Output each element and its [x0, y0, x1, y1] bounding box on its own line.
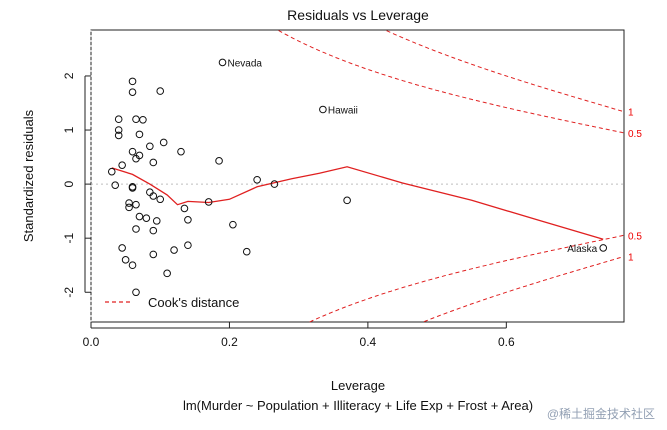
model-subtitle: lm(Murder ~ Population + Illiteracy + Li… [183, 398, 533, 413]
x-axis: 0.0 0.2 0.4 0.6 [83, 322, 515, 349]
data-point [229, 220, 237, 229]
data-point [121, 256, 130, 264]
data-point [156, 195, 165, 204]
data-point [118, 161, 126, 169]
data-point [132, 288, 140, 297]
cook-contour-label: 1 [628, 108, 634, 119]
cooks-distance-contours: 0.5 1 0.5 1 [278, 30, 642, 323]
data-point [142, 214, 151, 222]
y-axis-title: Standardized residuals [21, 109, 36, 242]
y-tick-label: 2 [62, 72, 76, 79]
data-point [184, 216, 192, 224]
data-point [319, 105, 327, 114]
loess-smooth-line [111, 166, 604, 240]
data-point [149, 192, 158, 200]
data-point [135, 130, 144, 139]
chart-title: Residuals vs Leverage [287, 7, 429, 23]
data-point [114, 126, 123, 134]
data-point [118, 244, 126, 252]
x-tick-label: 0.0 [83, 335, 100, 349]
residual-points [107, 58, 608, 297]
data-point [156, 87, 165, 95]
data-point [128, 261, 137, 270]
data-point [132, 200, 140, 209]
legend-label: Cook's distance [148, 295, 239, 310]
point-annotations: Nevada Hawaii Alaska [228, 58, 598, 254]
data-point [125, 199, 133, 207]
data-point [125, 203, 133, 212]
y-tick-label: 1 [62, 126, 76, 133]
data-point [114, 131, 123, 140]
cook-contour-line [386, 30, 624, 112]
x-tick-label: 0.4 [360, 335, 377, 349]
data-point [218, 58, 227, 67]
data-point [128, 88, 137, 96]
data-point [128, 77, 137, 86]
data-point [215, 157, 223, 165]
data-point [599, 244, 608, 252]
data-point [177, 147, 185, 156]
data-point [170, 246, 178, 254]
data-point [135, 212, 144, 221]
data-point [149, 250, 158, 259]
data-point [343, 196, 351, 205]
y-tick-label: -1 [62, 233, 76, 244]
data-point [107, 167, 116, 176]
data-point [242, 247, 251, 256]
watermark: @稀土掘金技术社区 [546, 407, 655, 421]
data-point [163, 269, 171, 278]
cook-contour-line [423, 256, 624, 323]
cook-contour-line [278, 30, 624, 134]
point-label: Alaska [567, 244, 597, 255]
data-point [111, 181, 120, 189]
cook-contour-line [309, 234, 624, 323]
data-point [132, 154, 140, 163]
cook-contour-label: 0.5 [628, 129, 642, 140]
legend: Cook's distance [105, 295, 239, 310]
data-point [132, 225, 140, 233]
cook-contour-label: 1 [628, 253, 634, 264]
x-axis-title: Leverage [331, 378, 385, 393]
data-point [146, 142, 154, 151]
y-axis: -2 -1 0 1 2 [62, 72, 91, 298]
data-point [139, 115, 147, 124]
cook-contour-label: 0.5 [628, 231, 642, 242]
data-point [149, 158, 158, 167]
x-tick-label: 0.6 [498, 335, 515, 349]
data-point [128, 184, 137, 192]
data-point [180, 204, 189, 213]
data-point [253, 175, 261, 184]
y-tick-label: 0 [62, 180, 76, 187]
data-point [270, 180, 279, 188]
data-point [114, 115, 123, 124]
data-point [184, 241, 192, 250]
point-label: Hawaii [328, 105, 358, 116]
x-tick-label: 0.2 [221, 335, 238, 349]
data-point [204, 198, 213, 206]
data-point [159, 138, 168, 147]
y-tick-label: -2 [62, 287, 76, 298]
data-point [128, 147, 137, 156]
point-label: Nevada [228, 58, 263, 69]
data-point [152, 217, 161, 225]
data-point [149, 226, 158, 235]
